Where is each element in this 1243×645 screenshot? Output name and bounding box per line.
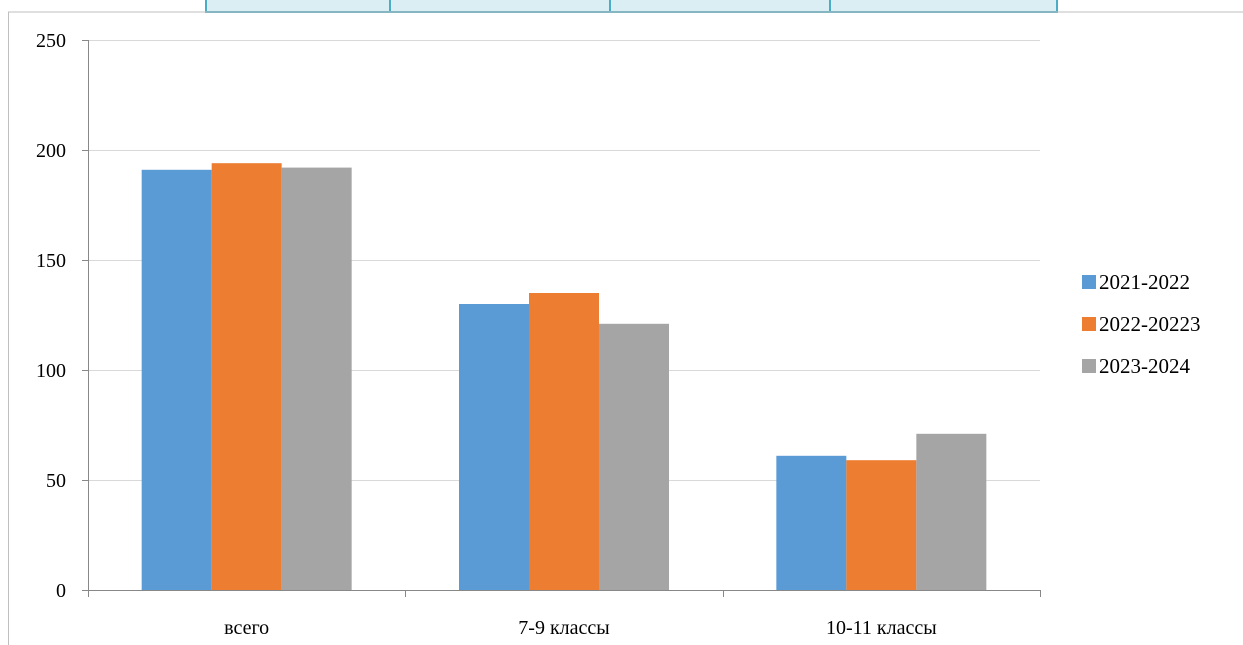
- header-cell: [205, 0, 391, 13]
- legend-swatch: [1082, 359, 1096, 373]
- legend-swatch: [1082, 275, 1096, 289]
- header-cell: [829, 0, 1058, 13]
- y-tick-label: 100: [36, 360, 66, 382]
- legend-swatch: [1082, 317, 1096, 331]
- table-header-strip: [205, 0, 1058, 13]
- x-tick-label: 7-9 классы: [518, 617, 609, 639]
- bar-3-2: [599, 323, 669, 590]
- bar-1-1: [141, 169, 212, 591]
- y-tick-label: 150: [36, 250, 66, 272]
- bar-1-3: [776, 455, 847, 590]
- frame-lines: [8, 11, 1243, 645]
- x-tick-label: всего: [224, 617, 269, 639]
- legend-label: 2023-2024: [1099, 354, 1190, 378]
- x-tick-label: 10-11 классы: [826, 617, 937, 639]
- x-tick-labels: всего 7-9 классы 10-11 классы: [224, 617, 937, 639]
- y-tick-label: 250: [36, 30, 66, 52]
- bar-3-3: [916, 433, 987, 590]
- bar-3-1: [281, 167, 352, 590]
- y-tick-label: 0: [56, 580, 66, 602]
- y-tick-label: 200: [36, 140, 66, 162]
- legend-label: 2021-2022: [1099, 270, 1190, 294]
- bar-2-1: [211, 163, 282, 590]
- bar-1-2: [459, 304, 529, 590]
- header-cell: [609, 0, 831, 13]
- bars: [141, 163, 987, 591]
- axes: [82, 40, 1041, 597]
- legend-label: 2022-20223: [1099, 312, 1201, 336]
- legend: 2021-2022 2022-20223 2023-2024: [1082, 270, 1201, 378]
- y-tick-labels: 0 50 100 150 200 250: [36, 30, 66, 602]
- bar-2-2: [529, 293, 599, 590]
- y-tick-label: 50: [46, 470, 66, 492]
- bar-2-3: [846, 460, 917, 590]
- header-cell: [389, 0, 611, 13]
